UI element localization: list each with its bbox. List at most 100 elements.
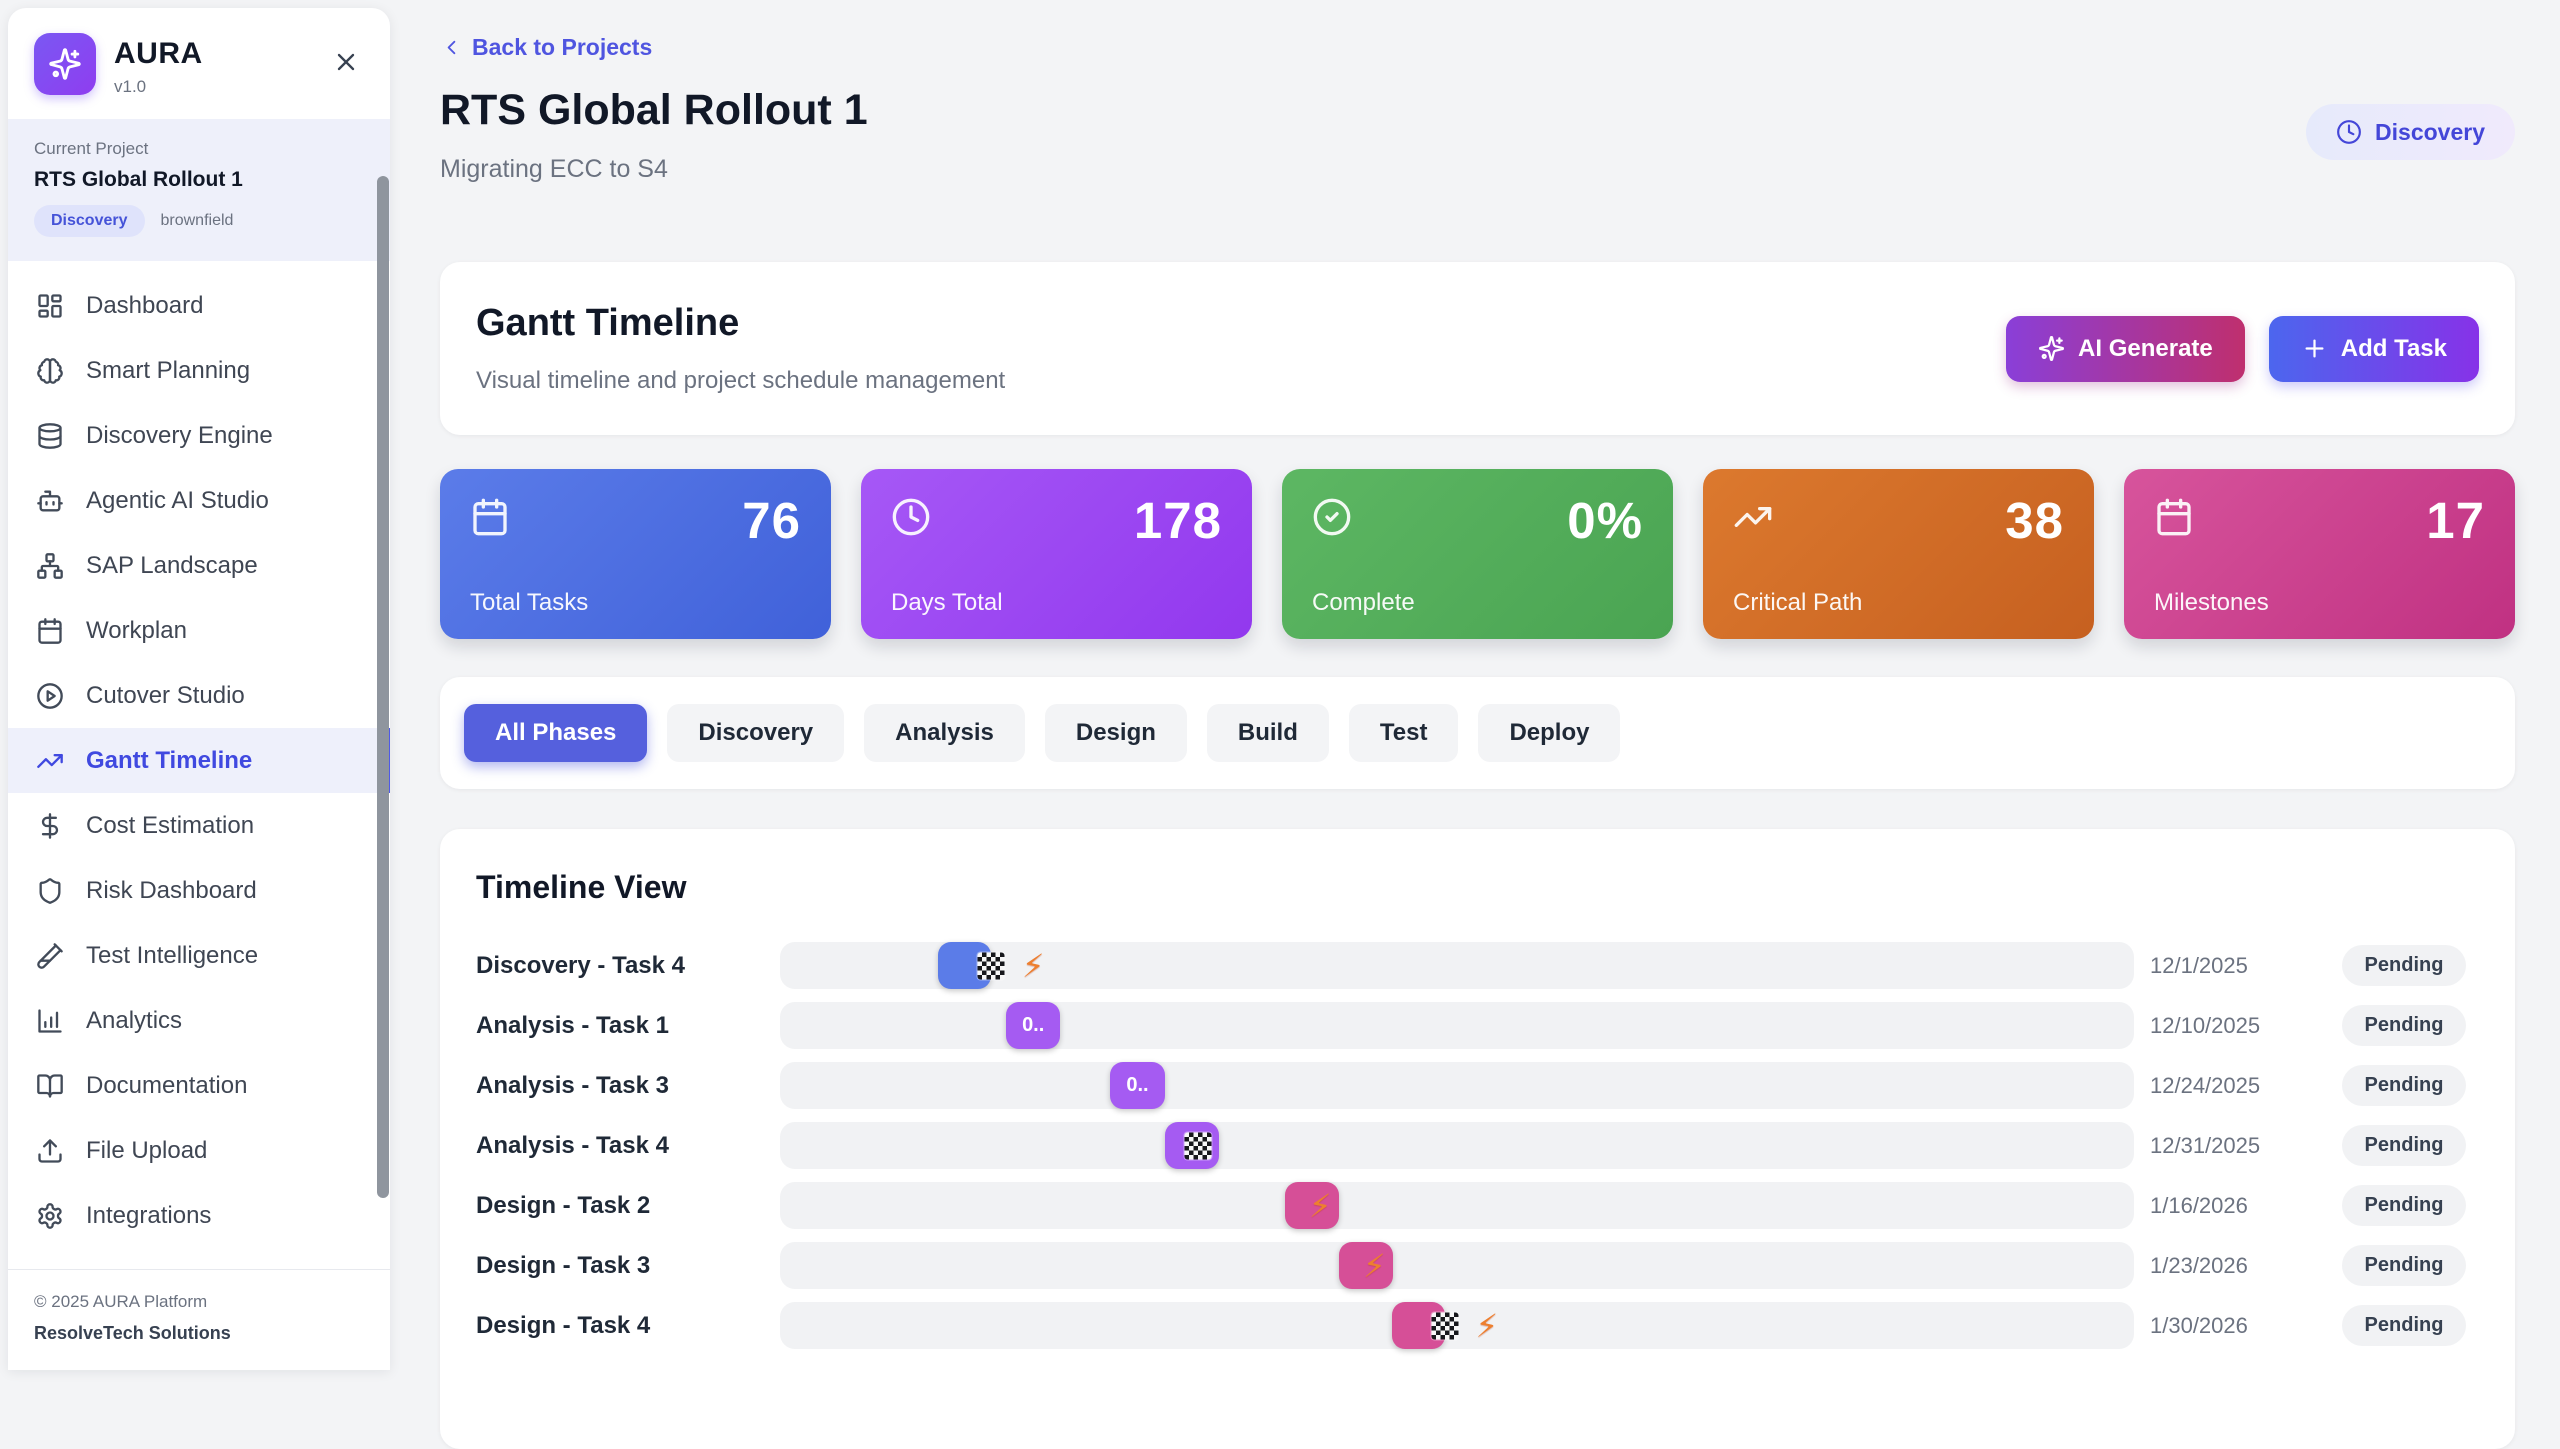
- ai-generate-button[interactable]: AI Generate: [2006, 315, 2245, 382]
- stat-card-critical-path: 38 Critical Path: [1703, 469, 2094, 639]
- timeline-card: Timeline View Discovery - Task 4 ⚡ 12/1/…: [440, 829, 2515, 1449]
- sidebar-item-cutover-studio[interactable]: Cutover Studio: [8, 663, 390, 728]
- sparkles-icon: [2038, 335, 2065, 362]
- sidebar-item-dashboard[interactable]: Dashboard: [8, 273, 390, 338]
- app-version: v1.0: [114, 77, 147, 96]
- calendar-icon: [36, 617, 64, 645]
- sidebar-scrollbar[interactable]: [377, 176, 389, 1198]
- app-name: AURA: [114, 37, 203, 70]
- tab-all-phases[interactable]: All Phases: [464, 704, 648, 762]
- sidebar-item-discovery-engine[interactable]: Discovery Engine: [8, 403, 390, 468]
- sidebar-item-label: SAP Landscape: [86, 551, 258, 579]
- gantt-bar[interactable]: ⚡: [1285, 1182, 1340, 1229]
- tab-discovery[interactable]: Discovery: [667, 704, 845, 762]
- task-label: Analysis - Task 3: [476, 1071, 669, 1099]
- dashboard-icon: [36, 292, 64, 320]
- sidebar-item-label: Test Intelligence: [86, 941, 259, 969]
- sidebar-item-documentation[interactable]: Documentation: [8, 1053, 390, 1118]
- sidebar-item-analytics[interactable]: Analytics: [8, 988, 390, 1053]
- timeline-row: Analysis - Task 4 12/31/2025 Pending: [476, 1122, 2479, 1169]
- sidebar-item-label: Risk Dashboard: [86, 876, 257, 904]
- back-label: Back to Projects: [472, 34, 653, 60]
- sidebar-item-integrations[interactable]: Integrations: [8, 1183, 390, 1248]
- add-task-label: Add Task: [2340, 334, 2447, 362]
- task-status: Pending: [2329, 1185, 2479, 1226]
- timeline-row: Analysis - Task 1 0.. 12/10/2025 Pending: [476, 1002, 2479, 1049]
- task-date: 1/16/2026: [2150, 1192, 2248, 1218]
- task-date: 12/24/2025: [2150, 1072, 2261, 1098]
- sidebar-item-label: Analytics: [86, 1006, 183, 1034]
- gantt-bar[interactable]: ⚡: [1339, 1242, 1394, 1289]
- sidebar-item-risk-dashboard[interactable]: Risk Dashboard: [8, 858, 390, 923]
- milestone-flag-icon: [977, 952, 1005, 979]
- gantt-bar[interactable]: 0..: [1006, 1002, 1061, 1049]
- sidebar-close-button[interactable]: [332, 48, 360, 76]
- status-badge: Pending: [2341, 945, 2467, 986]
- add-task-button[interactable]: Add Task: [2268, 315, 2479, 382]
- status-badge: Pending: [2341, 1065, 2467, 1106]
- trending-icon: [36, 747, 64, 775]
- sidebar-item-agentic-ai-studio[interactable]: Agentic AI Studio: [8, 468, 390, 533]
- check-icon: [1312, 497, 1643, 537]
- task-label: Analysis - Task 1: [476, 1011, 669, 1039]
- gantt-track: ⚡: [780, 1242, 2134, 1289]
- tab-design[interactable]: Design: [1044, 704, 1187, 762]
- sidebar-footer: © 2025 AURA Platform ResolveTech Solutio…: [8, 1269, 390, 1370]
- dollar-icon: [36, 812, 64, 840]
- sidebar-item-sap-landscape[interactable]: SAP Landscape: [8, 533, 390, 598]
- gantt-bar[interactable]: 0..: [1110, 1062, 1165, 1109]
- upload-icon: [36, 1137, 64, 1165]
- sidebar-item-test-intelligence[interactable]: Test Intelligence: [8, 923, 390, 988]
- task-label: Discovery - Task 4: [476, 951, 686, 979]
- clock-icon: [891, 497, 1222, 537]
- critical-bolt-icon: ⚡: [1363, 1246, 1386, 1285]
- tab-analysis[interactable]: Analysis: [864, 704, 1025, 762]
- ai-generate-label: AI Generate: [2078, 334, 2213, 362]
- book-icon: [36, 1072, 64, 1100]
- tab-deploy[interactable]: Deploy: [1478, 704, 1621, 762]
- gantt-track: 0..: [780, 1062, 2134, 1109]
- task-label: Design - Task 2: [476, 1191, 651, 1219]
- sidebar-item-gantt-timeline[interactable]: Gantt Timeline: [8, 728, 390, 793]
- sidebar-item-label: Cost Estimation: [86, 811, 255, 839]
- stat-label: Days Total: [891, 589, 1003, 616]
- project-phase-badge: Discovery: [34, 205, 145, 237]
- sidebar-item-smart-planning[interactable]: Smart Planning: [8, 338, 390, 403]
- tab-build[interactable]: Build: [1206, 704, 1329, 762]
- sidebar-item-label: Cutover Studio: [86, 681, 245, 709]
- timeline-row: Design - Task 4 ⚡ 1/30/2026 Pending: [476, 1302, 2479, 1349]
- project-status-text: Discovery: [2375, 118, 2485, 145]
- task-label: Analysis - Task 4: [476, 1131, 669, 1159]
- gantt-track: ⚡: [780, 1182, 2134, 1229]
- timeline-rows: Discovery - Task 4 ⚡ 12/1/2025 Pending A…: [476, 942, 2479, 1349]
- database-icon: [36, 422, 64, 450]
- gantt-bar-label: 0..: [1126, 1074, 1149, 1096]
- status-badge: Pending: [2341, 1305, 2467, 1346]
- sidebar-item-label: Agentic AI Studio: [86, 486, 269, 514]
- chart-icon: [36, 1007, 64, 1035]
- sidebar-nav: Dashboard Smart Planning Discovery Engin…: [8, 261, 390, 1269]
- task-status: Pending: [2329, 1245, 2479, 1286]
- sidebar-item-label: Discovery Engine: [86, 421, 273, 449]
- gantt-bar[interactable]: [1164, 1122, 1219, 1169]
- sidebar-item-cost-estimation[interactable]: Cost Estimation: [8, 793, 390, 858]
- stats-row: 76 Total Tasks 178 Days Total 0% Complet…: [440, 469, 2515, 639]
- back-to-projects-link[interactable]: Back to Projects: [440, 34, 652, 61]
- task-status: Pending: [2329, 1005, 2479, 1046]
- tab-test[interactable]: Test: [1348, 704, 1459, 762]
- calendar-icon: [2154, 497, 2485, 537]
- sidebar-item-label: Workplan: [86, 616, 187, 644]
- gantt-bar[interactable]: ⚡: [938, 942, 1044, 989]
- chevron-left-icon: [440, 36, 463, 59]
- timeline-row: Design - Task 3 ⚡ 1/23/2026 Pending: [476, 1242, 2479, 1289]
- task-date: 12/10/2025: [2150, 1012, 2261, 1038]
- robot-icon: [36, 487, 64, 515]
- gantt-bar[interactable]: ⚡: [1392, 1302, 1498, 1349]
- sidebar-item-file-upload[interactable]: File Upload: [8, 1118, 390, 1183]
- task-date: 12/1/2025: [2150, 952, 2248, 978]
- company-name: ResolveTech Solutions: [34, 1323, 231, 1343]
- sidebar-item-workplan[interactable]: Workplan: [8, 598, 390, 663]
- testtube-icon: [36, 942, 64, 970]
- copyright-text: © 2025 AURA Platform: [34, 1292, 208, 1311]
- timeline-row: Design - Task 2 ⚡ 1/16/2026 Pending: [476, 1182, 2479, 1229]
